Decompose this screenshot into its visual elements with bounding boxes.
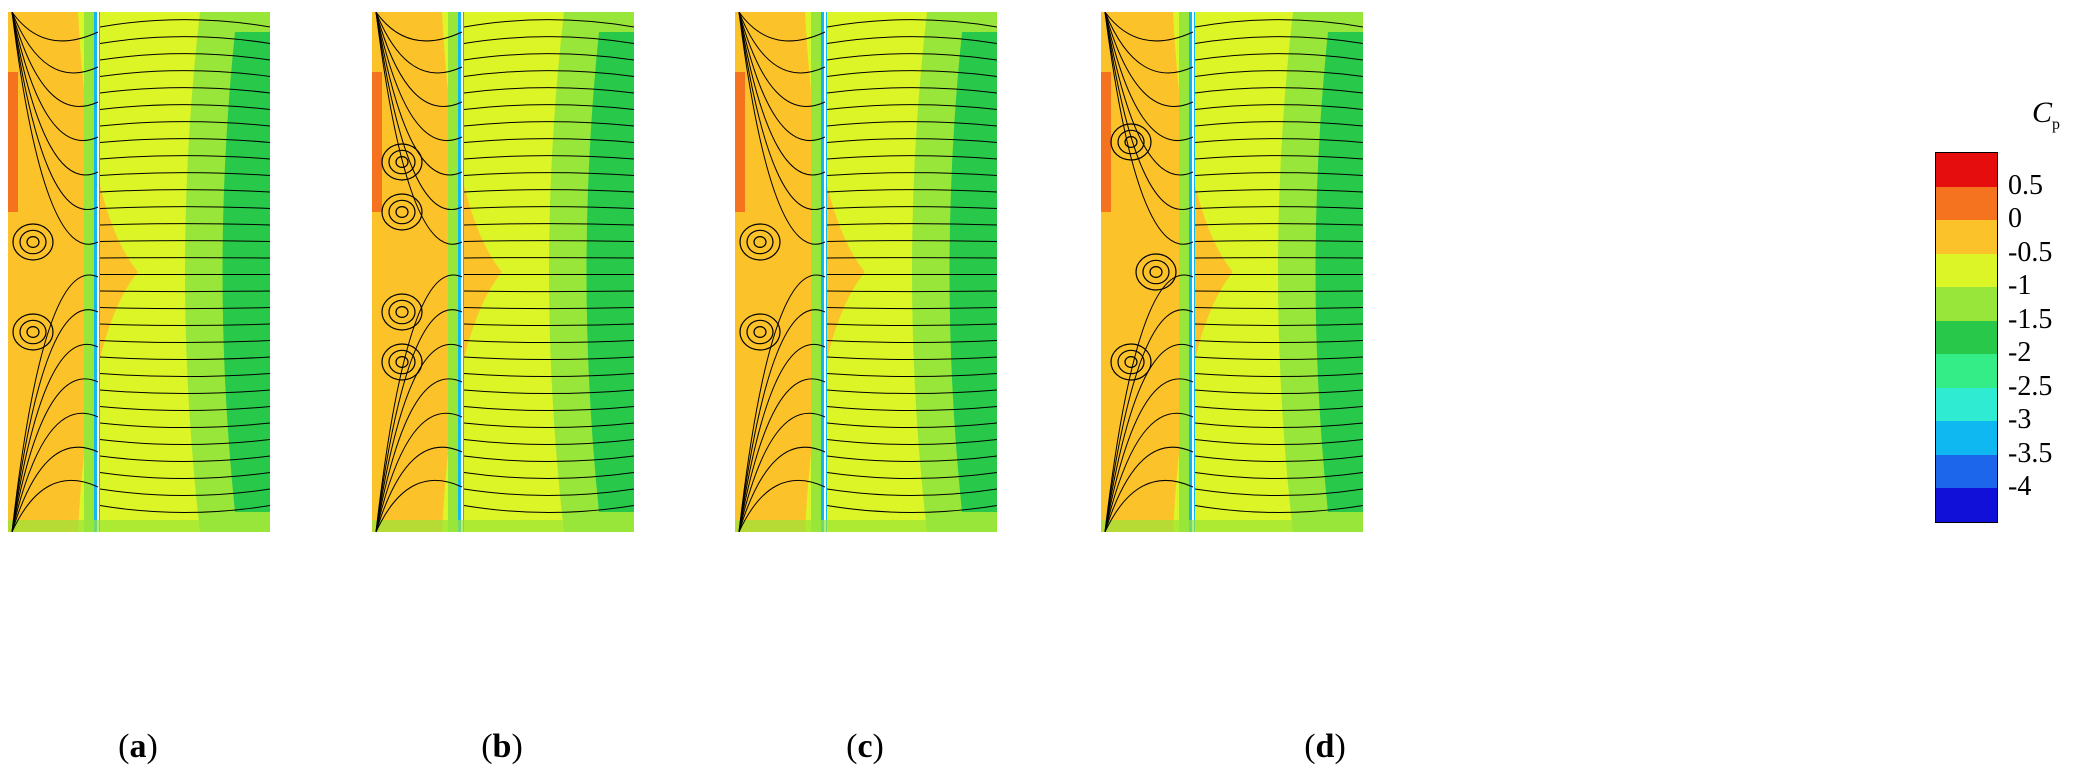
colorbar <box>1935 152 1998 523</box>
colorbar-tick-label: -2 <box>2008 337 2032 368</box>
colorbar-tick-label: -2.5 <box>2008 370 2053 402</box>
colorbar-title: Cp <box>2032 96 2061 133</box>
colorbar-tick-label: -4 <box>2008 471 2032 502</box>
panel-caption-c: (c) <box>846 728 884 765</box>
colorbar-swatch <box>1936 454 1997 488</box>
colorbar-tick-label: -1 <box>2008 270 2032 301</box>
colorbar-swatch <box>1936 153 1997 187</box>
cp-contour-streamline-plot <box>735 12 997 532</box>
panel-caption-d: (d) <box>1304 728 1346 765</box>
colorbar-tick-label: -1.5 <box>2008 303 2053 335</box>
colorbar-swatch <box>1936 421 1997 455</box>
cp-contour-streamline-plot <box>372 12 634 532</box>
panel-d <box>1101 12 1363 532</box>
colorbar-swatch <box>1936 253 1997 287</box>
colorbar-tick-label: -0.5 <box>2008 236 2053 268</box>
colorbar-tick-label: -3 <box>2008 404 2032 435</box>
colorbar-tick-label: 0 <box>2008 203 2022 234</box>
colorbar-swatch <box>1936 186 1997 220</box>
panel-b <box>372 12 634 532</box>
colorbar-swatch <box>1936 387 1997 421</box>
colorbar-swatch <box>1936 320 1997 354</box>
panel-caption-a: (a) <box>118 728 158 765</box>
panel-c <box>735 12 997 532</box>
colorbar-tick-label: 0.5 <box>2008 169 2043 201</box>
panel-a <box>8 12 270 532</box>
colorbar-swatch <box>1936 287 1997 321</box>
cp-contour-streamline-plot <box>8 12 270 532</box>
colorbar-swatch <box>1936 488 1997 522</box>
colorbar-swatch <box>1936 354 1997 388</box>
cp-contour-streamline-plot <box>1101 12 1363 532</box>
panel-caption-b: (b) <box>481 728 523 765</box>
colorbar-swatch <box>1936 220 1997 254</box>
colorbar-tick-label: -3.5 <box>2008 437 2053 469</box>
